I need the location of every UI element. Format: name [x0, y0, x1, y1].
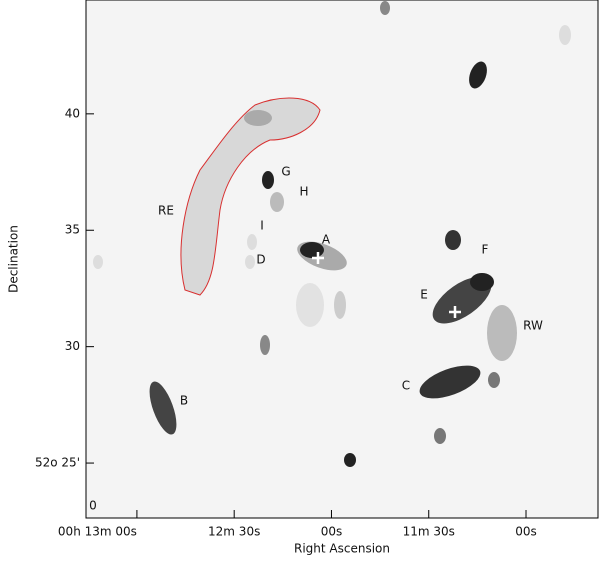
contour — [470, 273, 494, 291]
contour — [244, 110, 272, 126]
annotation: G — [281, 165, 290, 179]
x-tick-label: 00s — [515, 525, 537, 539]
x-axis-title: Right Ascension — [294, 542, 390, 556]
annotation: RE — [158, 204, 174, 218]
annotation: I — [260, 219, 264, 233]
contour — [419, 365, 481, 399]
x-tick-label: 00h 13m 00s — [58, 525, 137, 539]
y-tick-label: 52o 25' — [35, 456, 80, 470]
annotation: H — [299, 185, 308, 199]
annotation: B — [180, 394, 188, 408]
annotation: D — [256, 253, 265, 267]
annotation: RW — [523, 319, 543, 333]
contour — [262, 171, 274, 189]
contour — [247, 234, 257, 250]
y-tick-label: 35 — [65, 223, 80, 237]
y-tick-label: 40 — [65, 106, 80, 120]
y-axis-title: Declination — [7, 225, 21, 293]
contour — [487, 305, 517, 361]
contour — [296, 283, 324, 327]
contour — [445, 230, 461, 250]
contour — [380, 1, 390, 15]
annotation: A — [322, 233, 331, 247]
contour — [434, 428, 446, 444]
annotation: E — [420, 288, 428, 302]
contour — [344, 453, 356, 467]
contour — [260, 335, 270, 355]
source-cross — [312, 252, 461, 318]
x-tick-label: 12m 30s — [208, 525, 260, 539]
annotation: F — [482, 243, 489, 257]
contour — [488, 372, 500, 388]
x-tick-label: 11m 30s — [403, 525, 455, 539]
contour — [469, 61, 487, 89]
x-tick-label: 00s — [321, 525, 343, 539]
contour — [270, 192, 284, 212]
y-tick-label: 30 — [65, 339, 80, 353]
contour — [93, 255, 103, 269]
contour — [149, 381, 177, 435]
contour — [334, 291, 346, 319]
contour — [559, 25, 571, 45]
contour — [180, 97, 321, 296]
contour — [300, 242, 324, 258]
contour-map — [93, 1, 571, 467]
contour — [245, 255, 255, 269]
annotation: 0 — [89, 499, 97, 513]
annotation: C — [402, 379, 410, 393]
